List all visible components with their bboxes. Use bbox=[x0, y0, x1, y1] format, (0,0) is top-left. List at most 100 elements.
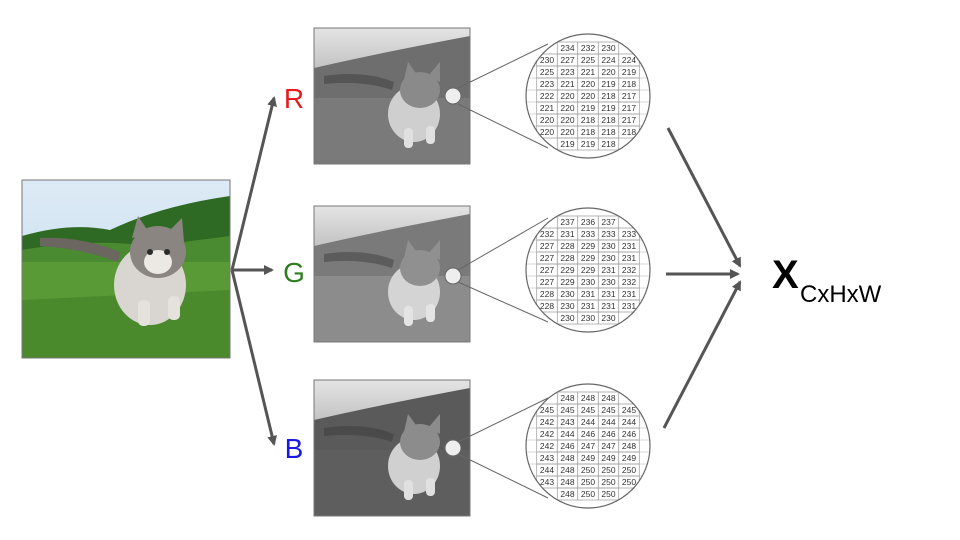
pixel-value: 220 bbox=[581, 91, 595, 101]
pixel-value: 217 bbox=[622, 91, 636, 101]
pixel-value: 219 bbox=[622, 67, 636, 77]
pixel-value: 245 bbox=[540, 405, 554, 415]
pixel-value: 220 bbox=[560, 91, 574, 101]
pixel-value: 228 bbox=[540, 289, 554, 299]
pixel-value: 227 bbox=[560, 55, 574, 65]
pixel-value: 231 bbox=[601, 265, 615, 275]
pixel-value: 242 bbox=[540, 429, 554, 439]
pixel-value: 245 bbox=[622, 405, 636, 415]
pixel-value: 219 bbox=[581, 103, 595, 113]
pixel-value: 220 bbox=[540, 127, 554, 137]
pixel-value: 230 bbox=[601, 253, 615, 263]
pixel-value: 246 bbox=[601, 429, 615, 439]
pixel-value: 248 bbox=[581, 393, 595, 403]
pixel-value: 230 bbox=[601, 241, 615, 251]
pixel-value: 218 bbox=[601, 139, 615, 149]
pixel-value: 237 bbox=[560, 217, 574, 227]
pixel-value: 229 bbox=[581, 253, 595, 263]
pixel-value: 247 bbox=[581, 441, 595, 451]
pixel-value: 229 bbox=[560, 265, 574, 275]
pixel-value: 250 bbox=[601, 477, 615, 487]
pixel-value: 229 bbox=[560, 277, 574, 287]
pixel-value: 228 bbox=[560, 253, 574, 263]
zoom-connector-b bbox=[444, 397, 549, 499]
pixel-value: 230 bbox=[601, 277, 615, 287]
pixel-value: 221 bbox=[540, 103, 554, 113]
pixel-value: 218 bbox=[601, 115, 615, 125]
pixel-value: 227 bbox=[540, 277, 554, 287]
pixel-value: 225 bbox=[581, 55, 595, 65]
channel-image-g bbox=[313, 205, 471, 343]
pixel-value: 244 bbox=[601, 417, 615, 427]
pixel-value: 230 bbox=[560, 301, 574, 311]
channel-image-r bbox=[313, 27, 471, 165]
pixel-zoom-r: 234 232 230 230 227 225 224 224 225 223 221 220 219 2… bbox=[525, 33, 651, 159]
pixel-value: 243 bbox=[560, 417, 574, 427]
pixel-value: 231 bbox=[581, 301, 595, 311]
pixel-value: 221 bbox=[581, 67, 595, 77]
pixel-value: 245 bbox=[581, 405, 595, 415]
pixel-value: 230 bbox=[560, 289, 574, 299]
pixel-value: 246 bbox=[622, 429, 636, 439]
pixel-value: 250 bbox=[601, 465, 615, 475]
pixel-value: 247 bbox=[601, 441, 615, 451]
pixel-value: 243 bbox=[540, 453, 554, 463]
arrow-to-b bbox=[230, 269, 277, 446]
channel-label-b: B bbox=[285, 433, 304, 464]
pixel-value: 244 bbox=[540, 465, 554, 475]
pixel-value: 228 bbox=[540, 301, 554, 311]
pixel-value: 232 bbox=[622, 265, 636, 275]
pixel-value: 242 bbox=[540, 417, 554, 427]
pixel-value: 250 bbox=[622, 477, 636, 487]
pixel-value: 234 bbox=[560, 43, 574, 53]
pixel-value: 223 bbox=[540, 79, 554, 89]
pixel-value: 246 bbox=[560, 441, 574, 451]
tensor-symbol: X bbox=[772, 253, 799, 297]
pixel-value: 220 bbox=[601, 67, 615, 77]
pixel-value: 218 bbox=[622, 127, 636, 137]
pixel-value: 231 bbox=[622, 241, 636, 251]
pixel-value: 222 bbox=[540, 91, 554, 101]
original-photo bbox=[21, 179, 231, 359]
pixel-value: 244 bbox=[581, 417, 595, 427]
zoom-connector-g bbox=[444, 217, 549, 323]
arrow-from-r bbox=[666, 127, 742, 268]
pixel-zoom-g: 237 236 237 232 231 233 233 233 227 228 229 230 231 2… bbox=[525, 207, 651, 333]
pixel-value: 232 bbox=[622, 277, 636, 287]
channel-label-r: R bbox=[284, 83, 304, 114]
pixel-value: 220 bbox=[540, 115, 554, 125]
arrow-from-b bbox=[662, 280, 742, 429]
pixel-value: 248 bbox=[560, 393, 574, 403]
pixel-value: 220 bbox=[581, 79, 595, 89]
pixel-value: 249 bbox=[581, 453, 595, 463]
pixel-value: 248 bbox=[560, 453, 574, 463]
pixel-value: 219 bbox=[560, 139, 574, 149]
pixel-value: 246 bbox=[581, 429, 595, 439]
pixel-value: 245 bbox=[560, 405, 574, 415]
pixel-value: 224 bbox=[601, 55, 615, 65]
pixel-value: 231 bbox=[601, 289, 615, 299]
pixel-value: 218 bbox=[581, 115, 595, 125]
arrow-to-r bbox=[230, 96, 277, 271]
pixel-value: 250 bbox=[581, 489, 595, 499]
pixel-value: 232 bbox=[581, 43, 595, 53]
pixel-value: 248 bbox=[601, 393, 615, 403]
pixel-value: 231 bbox=[601, 301, 615, 311]
pixel-value: 233 bbox=[581, 229, 595, 239]
pixel-value: 230 bbox=[581, 313, 595, 323]
pixel-value: 217 bbox=[622, 115, 636, 125]
pixel-value: 230 bbox=[601, 313, 615, 323]
pixel-value: 227 bbox=[540, 265, 554, 275]
pixel-value: 230 bbox=[560, 313, 574, 323]
pixel-value: 230 bbox=[601, 43, 615, 53]
zoom-connector-r bbox=[444, 43, 549, 149]
tensor-shape: CxHxW bbox=[800, 281, 882, 308]
pixel-value: 229 bbox=[581, 241, 595, 251]
pixel-value: 250 bbox=[581, 465, 595, 475]
pixel-value: 228 bbox=[560, 241, 574, 251]
pixel-value: 230 bbox=[581, 277, 595, 287]
pixel-value: 231 bbox=[622, 301, 636, 311]
pixel-value: 218 bbox=[601, 127, 615, 137]
pixel-value: 221 bbox=[560, 79, 574, 89]
